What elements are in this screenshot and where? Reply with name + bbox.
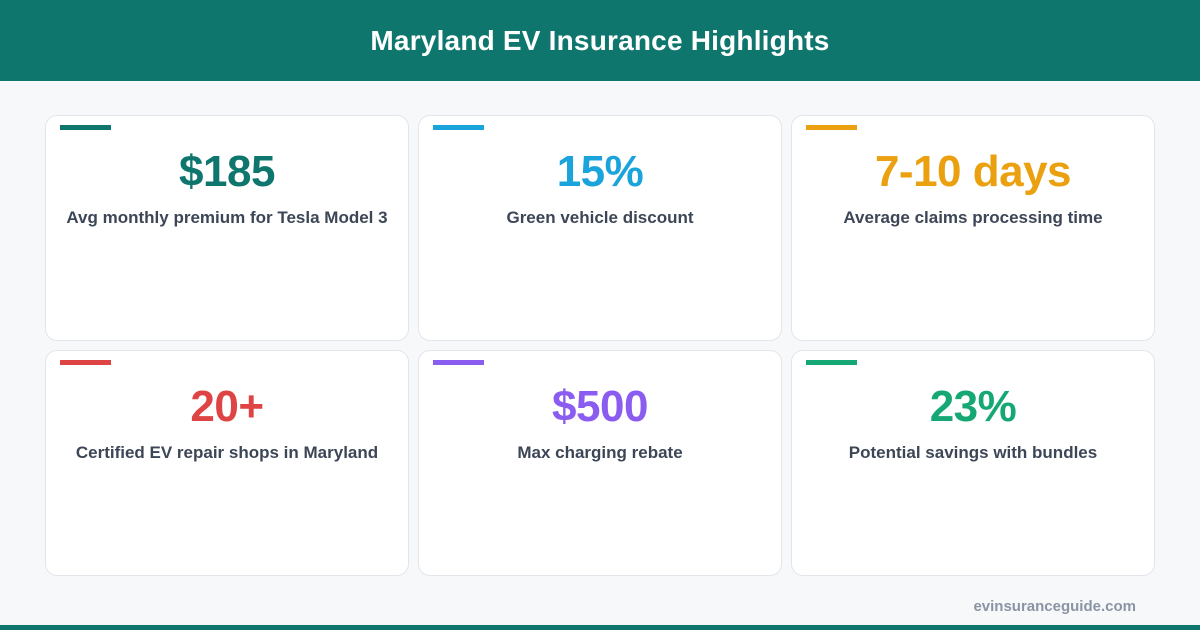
stat-label: Green vehicle discount <box>506 208 694 227</box>
card-accent-bar <box>433 125 484 130</box>
card-accent-bar <box>433 360 484 365</box>
stat-value: 20+ <box>190 382 264 431</box>
stat-card-repair-shops: 20+ Certified EV repair shops in Marylan… <box>45 350 409 576</box>
header-banner: Maryland EV Insurance Highlights <box>0 0 1200 81</box>
stat-card-discount: 15% Green vehicle discount <box>418 115 782 341</box>
stat-value: 7-10 days <box>874 147 1072 196</box>
card-accent-bar <box>806 360 857 365</box>
stat-value: $500 <box>552 382 648 431</box>
page-title: Maryland EV Insurance Highlights <box>370 24 830 56</box>
stat-card-premium: $185 Avg monthly premium for Tesla Model… <box>45 115 409 341</box>
site-url: evinsuranceguide.com <box>973 598 1136 615</box>
stat-value: 23% <box>929 382 1017 431</box>
stat-value: 15% <box>556 147 644 196</box>
card-accent-bar <box>60 125 111 130</box>
stat-value: $185 <box>179 147 275 196</box>
stat-label: Max charging rebate <box>517 443 683 462</box>
stat-card-bundle-savings: 23% Potential savings with bundles <box>791 350 1155 576</box>
stat-card-claims-time: 7-10 days Average claims processing time <box>791 115 1155 341</box>
card-accent-bar <box>806 125 857 130</box>
stat-label: Certified EV repair shops in Maryland <box>75 443 379 462</box>
card-accent-bar <box>60 360 111 365</box>
stat-label: Potential savings with bundles <box>848 443 1098 462</box>
highlights-grid: $185 Avg monthly premium for Tesla Model… <box>45 115 1155 576</box>
footer-bar <box>0 625 1200 630</box>
stat-card-charging-rebate: $500 Max charging rebate <box>418 350 782 576</box>
stat-label: Avg monthly premium for Tesla Model 3 <box>66 208 388 227</box>
stat-label: Average claims processing time <box>843 208 1103 227</box>
